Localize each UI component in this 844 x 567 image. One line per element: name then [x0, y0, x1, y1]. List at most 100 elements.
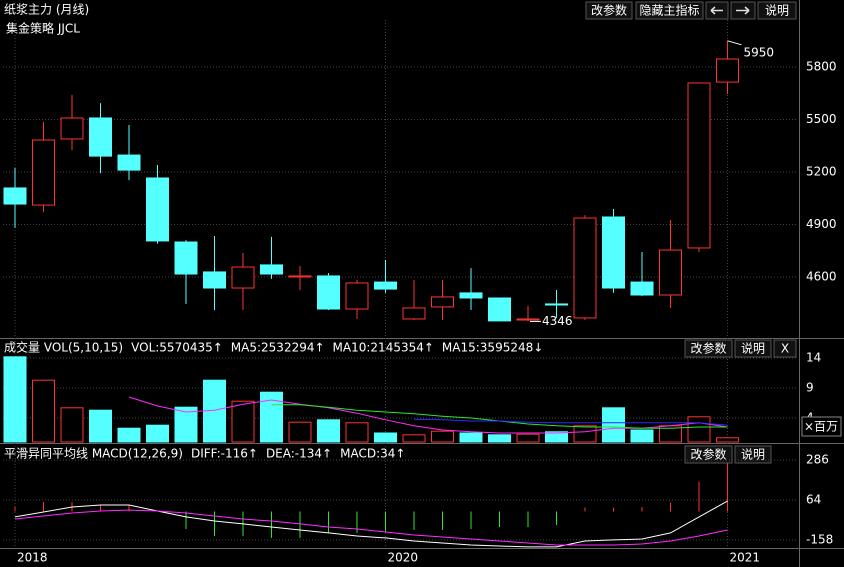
legend-entry: DIFF:-116↑ [191, 447, 258, 461]
candle-body [317, 275, 340, 310]
candle-body [174, 241, 198, 275]
volume-bar [573, 425, 597, 443]
candle-body [602, 216, 625, 289]
volume-bar [146, 424, 169, 443]
y-tick-label: 5800 [806, 60, 837, 74]
volume-bar [716, 437, 739, 443]
toolbar-button[interactable] [635, 1, 704, 20]
toolbar-button-label[interactable]: X [781, 342, 789, 356]
indicator-line [413, 418, 728, 426]
candle-body [402, 307, 426, 320]
volume-bar [317, 419, 340, 443]
toolbar-button[interactable] [684, 339, 733, 358]
candle-body [146, 177, 169, 242]
volume-bar [602, 407, 625, 443]
y-tick-label: 5200 [806, 165, 837, 179]
volume-bar [60, 407, 84, 443]
indicator-name: 集金策略 JJCL [6, 21, 80, 36]
volume-bar [174, 406, 198, 443]
indicator-line [14, 509, 728, 546]
toolbar-button-label[interactable]: 说明 [741, 341, 765, 356]
volume-bar [374, 432, 397, 443]
y-tick-label: 286 [806, 453, 829, 467]
y-tick-label: -158 [806, 532, 833, 546]
candle-body [89, 117, 112, 157]
volume-bar [431, 430, 454, 443]
volume-bar [402, 434, 426, 443]
candle-body [716, 58, 739, 83]
toolbar-button[interactable] [773, 339, 797, 358]
candle-body [345, 282, 369, 310]
low-label: 4346 [542, 314, 573, 328]
candle-body [630, 281, 654, 296]
volume-bar [89, 409, 112, 443]
volume-bar [32, 379, 55, 443]
candle-body [659, 249, 682, 296]
candle-body [431, 296, 454, 308]
toolbar-button[interactable] [757, 1, 797, 20]
y-tick-label: 64 [806, 493, 821, 507]
volume-bar [345, 422, 369, 443]
volume-bar [3, 356, 27, 443]
volume-bar [288, 421, 312, 443]
candle-body [374, 281, 397, 290]
unit-label: ×百万 [804, 420, 838, 434]
volume-bar [516, 433, 540, 443]
toolbar-button-label[interactable]: 说明 [765, 3, 789, 18]
indicator-line [14, 500, 728, 548]
high-label: 5950 [744, 45, 775, 59]
candle-body [573, 217, 597, 319]
candle-body [203, 271, 226, 289]
toolbar-button-label[interactable]: 改参数 [690, 341, 726, 356]
left-arrow-icon [710, 6, 723, 15]
toolbar-button-label[interactable]: 改参数 [690, 447, 726, 462]
candle-body [260, 264, 283, 275]
legend-entry: MA5:2532294↑ [231, 341, 325, 355]
panel-title: 平滑异同平均线 MACD(12,26,9) [4, 447, 183, 461]
y-tick-label: 4900 [806, 217, 837, 231]
indicator-line [128, 396, 728, 434]
toolbar-button-label[interactable]: 说明 [741, 447, 765, 462]
panel-title: 成交量 VOL(5,10,15) [4, 340, 123, 355]
volume-bar [545, 431, 568, 443]
toolbar-button[interactable] [734, 339, 772, 358]
toolbar-button[interactable] [734, 445, 772, 464]
candle-body [687, 82, 711, 249]
volume-bar [687, 416, 711, 443]
y-tick-label: 5500 [806, 112, 837, 126]
chart-title: 纸浆主力 (月线) [4, 2, 89, 17]
volume-bar [488, 434, 511, 443]
x-tick-label: 2021 [730, 551, 761, 565]
candle-body [516, 318, 540, 321]
volume-bar [459, 432, 483, 443]
candle-body [3, 187, 27, 205]
y-tick-label: 14 [806, 351, 821, 365]
legend-entry: MA10:2145354↑ [333, 341, 434, 355]
legend-entry: MACD:34↑ [340, 447, 405, 461]
candle-body [459, 292, 483, 299]
legend-entry: MA15:3595248↓ [442, 341, 543, 355]
candle-body [60, 117, 84, 140]
volume-bar [117, 427, 141, 443]
label-pointer [727, 40, 742, 46]
volume-bar [231, 400, 255, 443]
candle-body [231, 266, 255, 289]
toolbar-button[interactable] [684, 445, 733, 464]
x-tick-label: 2018 [17, 551, 48, 565]
candle-body [32, 139, 55, 206]
legend-entry: VOL:5570435↑ [131, 341, 223, 355]
right-arrow-icon [736, 6, 750, 15]
unit-box [801, 416, 842, 437]
toolbar-button[interactable] [585, 1, 633, 20]
x-tick-label: 2020 [388, 551, 419, 565]
toolbar-button-label[interactable]: 改参数 [591, 3, 627, 18]
candle-body [488, 297, 511, 322]
candle-body [545, 303, 568, 306]
y-tick-label: 4600 [806, 269, 837, 283]
volume-bar [630, 429, 654, 443]
candle-body [288, 275, 312, 278]
toolbar-button-label[interactable]: 隐藏主指标 [639, 3, 699, 18]
legend-entry: DEA:-134↑ [266, 447, 332, 461]
